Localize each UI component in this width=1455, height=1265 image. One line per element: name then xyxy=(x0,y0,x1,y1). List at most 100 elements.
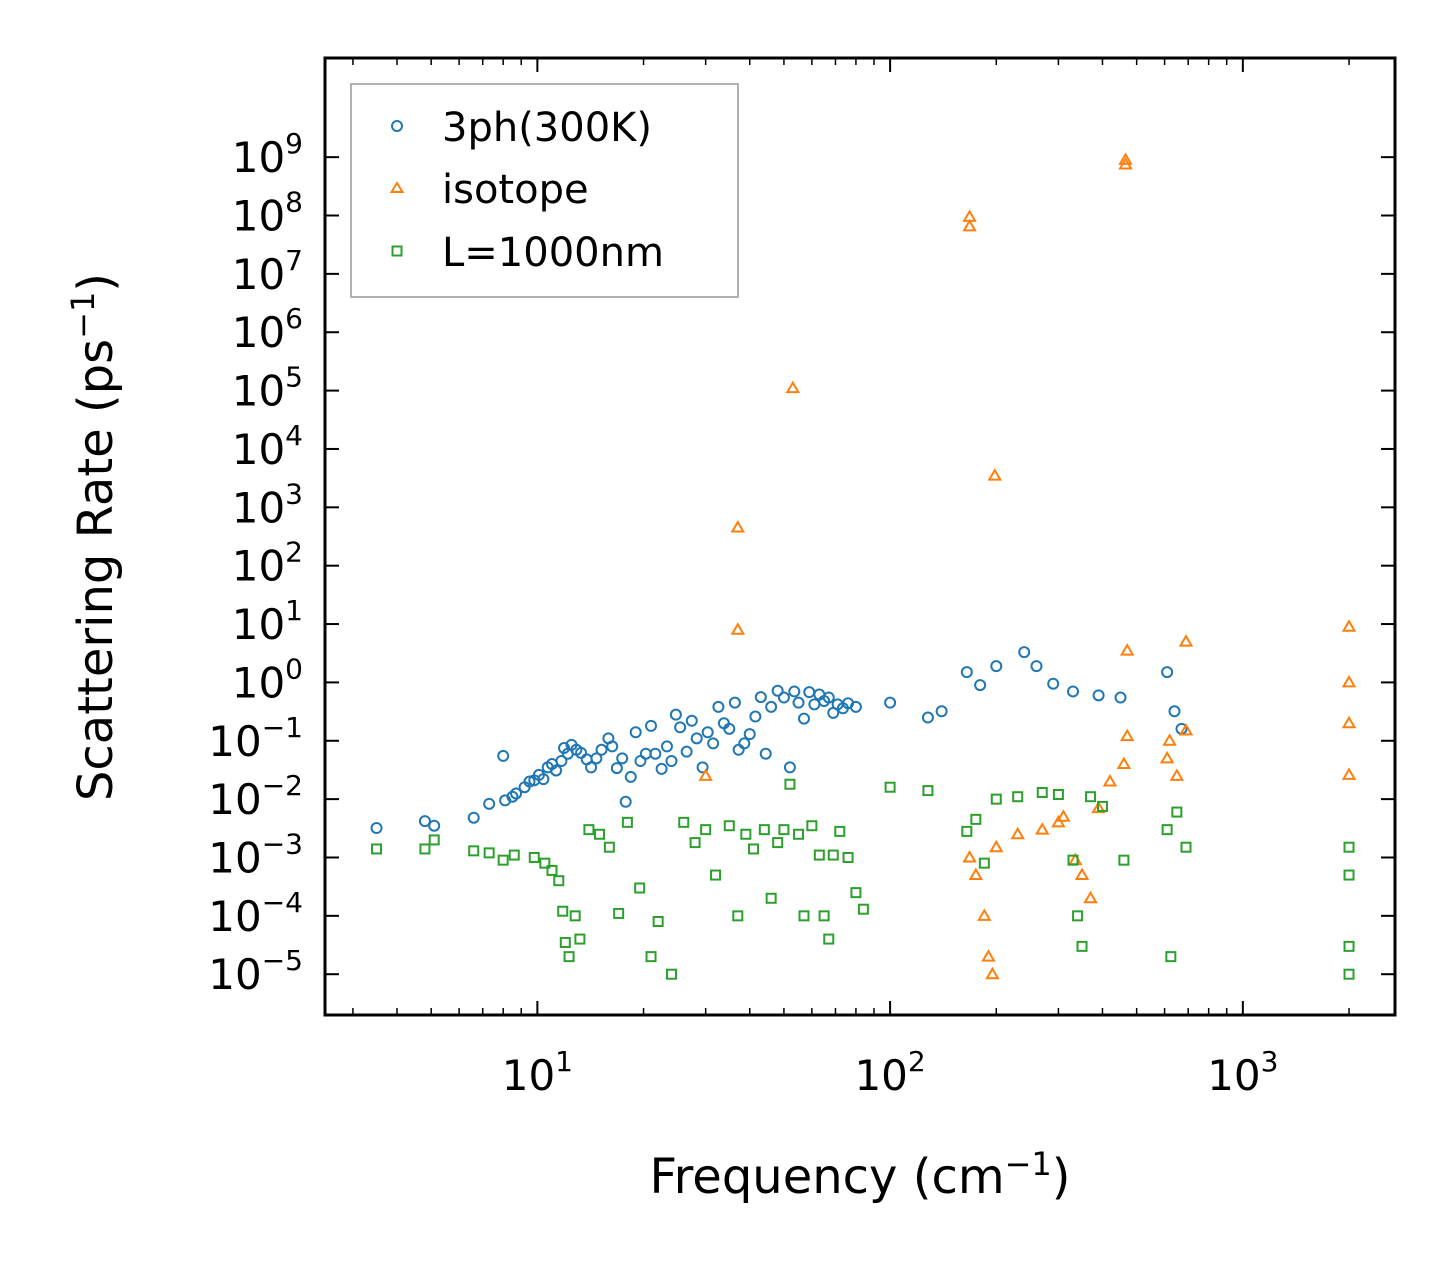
data-point-3ph xyxy=(783,761,796,774)
data-point-l1000nm xyxy=(740,828,752,840)
data-point-3ph xyxy=(797,712,810,725)
data-point-isotope xyxy=(1178,722,1194,736)
y-tick-label: 10−3 xyxy=(208,827,303,882)
data-point-l1000nm xyxy=(508,849,520,861)
data-point-3ph xyxy=(685,714,698,727)
data-point-l1000nm xyxy=(827,849,839,861)
data-point-3ph xyxy=(1092,689,1105,702)
data-point-l1000nm xyxy=(834,825,846,837)
data-point-isotope xyxy=(977,908,992,921)
data-point-3ph xyxy=(550,764,563,777)
data-point-l1000nm xyxy=(563,951,575,963)
data-point-l1000nm xyxy=(1161,824,1173,836)
data-point-3ph xyxy=(680,745,693,758)
x-tick-base: 10 xyxy=(854,1051,907,1100)
data-point-isotope xyxy=(962,849,977,863)
data-point-3ph xyxy=(649,747,662,760)
y-tick-exp: −4 xyxy=(262,886,303,919)
y-tick-label: 10−2 xyxy=(208,769,303,824)
data-point-isotope xyxy=(987,468,1002,481)
data-point-l1000nm xyxy=(857,903,869,915)
data-point-3ph xyxy=(974,679,987,692)
data-point-3ph xyxy=(506,790,519,803)
data-point-3ph xyxy=(590,752,603,765)
data-point-isotope xyxy=(1010,826,1025,840)
x-tick-label: 103 xyxy=(1207,1045,1278,1100)
data-point-l1000nm xyxy=(990,793,1002,805)
data-point-l1000nm xyxy=(813,849,825,861)
data-point-3ph xyxy=(669,708,682,721)
data-point-isotope xyxy=(730,622,746,635)
data-point-l1000nm xyxy=(1012,791,1024,803)
data-point-isotope xyxy=(1118,152,1133,165)
legend-marker-3ph xyxy=(391,120,403,132)
data-point-3ph xyxy=(537,773,550,786)
data-point-l1000nm xyxy=(884,781,896,793)
data-point-3ph xyxy=(792,696,805,709)
data-point-l1000nm xyxy=(772,837,784,849)
data-point-l1000nm xyxy=(842,851,854,863)
y-tick-exp: 4 xyxy=(285,419,303,452)
y-tick-label: 104 xyxy=(232,419,303,474)
data-point-l1000nm xyxy=(922,785,934,797)
y-tick-exp: 0 xyxy=(285,652,303,685)
data-point-l1000nm xyxy=(798,910,810,922)
data-point-l1000nm xyxy=(732,910,744,922)
legend-label-3ph: 3ph(300K) xyxy=(442,105,652,151)
data-point-3ph xyxy=(418,815,431,828)
y-tick-exp: 3 xyxy=(285,477,303,510)
y-tick-base: 10 xyxy=(208,775,261,824)
data-point-3ph xyxy=(1030,660,1043,673)
y-tick-exp: 5 xyxy=(285,361,303,394)
data-point-3ph xyxy=(660,740,673,753)
y-tick-exp: 2 xyxy=(285,536,303,569)
y-axis-label: Scattering Rate (ps−1) xyxy=(64,273,124,801)
data-point-l1000nm xyxy=(700,824,712,836)
data-point-3ph xyxy=(723,722,736,735)
y-tick-label: 101 xyxy=(232,594,303,649)
data-point-l1000nm xyxy=(765,892,777,904)
data-point-3ph xyxy=(645,719,658,732)
data-point-3ph xyxy=(655,762,668,775)
data-point-3ph xyxy=(777,691,790,704)
data-point-l1000nm xyxy=(613,907,625,919)
data-point-l1000nm xyxy=(1085,791,1097,803)
data-point-3ph xyxy=(788,685,801,698)
data-point-isotope xyxy=(1119,643,1135,656)
data-point-l1000nm xyxy=(559,936,571,948)
data-point-isotope xyxy=(1083,890,1098,904)
data-point-l1000nm xyxy=(557,905,569,917)
data-point-3ph xyxy=(990,660,1003,673)
data-point-3ph xyxy=(674,721,687,734)
data-point-isotope xyxy=(962,218,977,232)
data-point-isotope xyxy=(1169,768,1185,781)
data-point-l1000nm xyxy=(1165,951,1177,963)
y-tick-exp: 9 xyxy=(285,127,303,160)
y-tick-label: 102 xyxy=(232,536,303,591)
data-point-3ph xyxy=(585,761,598,774)
legend: 3ph(300K) isotope L=1000nm xyxy=(350,83,739,298)
y-tick-label: 109 xyxy=(232,127,303,182)
data-point-l1000nm xyxy=(1072,910,1084,922)
x-axis-label: Frequency (cm−1) xyxy=(649,1145,1070,1205)
data-point-l1000nm xyxy=(748,843,760,855)
data-point-3ph xyxy=(849,700,862,713)
data-point-l1000nm xyxy=(593,828,605,840)
x-tick-base: 10 xyxy=(502,1051,555,1100)
data-point-isotope xyxy=(1341,674,1357,688)
x-tick-exp: 1 xyxy=(555,1045,573,1078)
data-point-l1000nm xyxy=(758,824,770,836)
data-point-l1000nm xyxy=(1052,789,1064,801)
data-point-isotope xyxy=(1341,715,1357,729)
axis-ticks: 101 102 10310−510−410−310−210−110010110210… xyxy=(208,58,1395,1100)
data-point-l1000nm xyxy=(1343,869,1355,881)
data-point-3ph xyxy=(1018,646,1031,659)
data-point-3ph xyxy=(759,747,772,760)
data-point-3ph xyxy=(696,761,709,774)
data-point-3ph xyxy=(606,740,619,753)
data-point-3ph xyxy=(595,743,608,756)
data-point-isotope xyxy=(985,966,1000,980)
data-point-l1000nm xyxy=(784,778,796,790)
data-point-l1000nm xyxy=(850,887,862,899)
y-tick-base: 10 xyxy=(208,717,261,766)
